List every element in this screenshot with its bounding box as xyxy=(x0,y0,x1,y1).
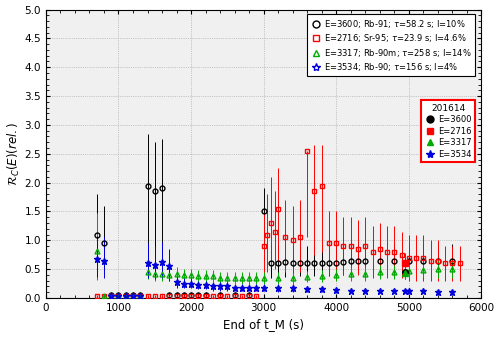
X-axis label: End of t_M (s): End of t_M (s) xyxy=(223,318,304,332)
Legend: E=3600, E=2716, E=3317, E=3534: E=3600, E=2716, E=3317, E=3534 xyxy=(422,100,475,162)
Y-axis label: $\mathcal{R}_C(E)(rel.)$: $\mathcal{R}_C(E)(rel.)$ xyxy=(6,122,22,186)
